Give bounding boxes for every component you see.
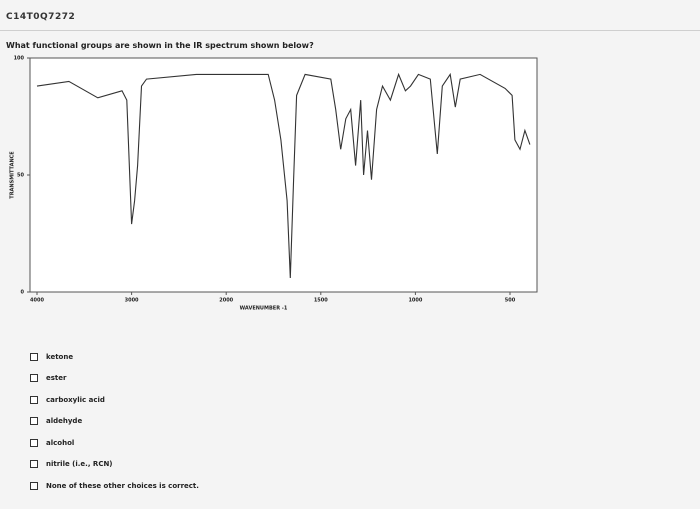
x-axis-label: WAVENUMBER -1 [240, 306, 288, 312]
option-label[interactable]: None of these other choices is correct. [46, 481, 199, 490]
y-tick-label: 0 [21, 290, 25, 296]
question-text: What functional groups are shown in the … [6, 41, 314, 50]
x-tick-label: 1500 [314, 298, 328, 304]
checkbox[interactable] [30, 481, 38, 490]
question-id: C14T0Q7272 [6, 12, 76, 22]
option[interactable]: ketone [30, 346, 199, 368]
checkbox[interactable] [30, 352, 38, 361]
option[interactable]: carboxylic acid [30, 389, 199, 411]
chart: 0 50 100 4000 3000 2000 1500 1000 500 WAVENUMBER … [10, 56, 538, 312]
y-tick-label: 50 [17, 173, 24, 179]
checkbox[interactable] [30, 438, 38, 447]
option[interactable]: None of these other choices is correct. [30, 475, 199, 497]
y-tick-label: 100 [14, 56, 25, 62]
option-label[interactable]: nitrile (i.e., RCN) [46, 460, 113, 469]
y-axis-label: TRANSMITTANCE [10, 151, 16, 199]
checkbox[interactable] [30, 395, 38, 404]
option[interactable]: alcohol [30, 432, 199, 454]
option[interactable]: nitrile (i.e., RCN) [30, 454, 199, 476]
option[interactable]: ester [30, 368, 199, 390]
checkbox[interactable] [30, 374, 38, 383]
option-label[interactable]: alcohol [46, 438, 75, 447]
x-tick-label: 1000 [408, 298, 422, 304]
x-tick-label: 2000 [219, 298, 233, 304]
checkbox[interactable] [30, 460, 38, 469]
option-label[interactable]: ketone [46, 352, 74, 361]
x-tick-label: 500 [505, 298, 516, 304]
plot-frame [29, 57, 538, 293]
option[interactable]: aldehyde [30, 411, 199, 433]
option-label[interactable]: carboxylic acid [46, 395, 105, 404]
checkbox[interactable] [30, 417, 38, 426]
separator [0, 30, 700, 31]
x-tick-label: 3000 [125, 298, 139, 304]
option-label[interactable]: aldehyde [46, 417, 83, 426]
spectrum-line [36, 72, 531, 279]
options: ketone ester carboxylic acid aldehyde alcoho… [30, 346, 199, 497]
option-label[interactable]: ester [46, 374, 67, 383]
x-tick-label: 4000 [30, 298, 44, 304]
